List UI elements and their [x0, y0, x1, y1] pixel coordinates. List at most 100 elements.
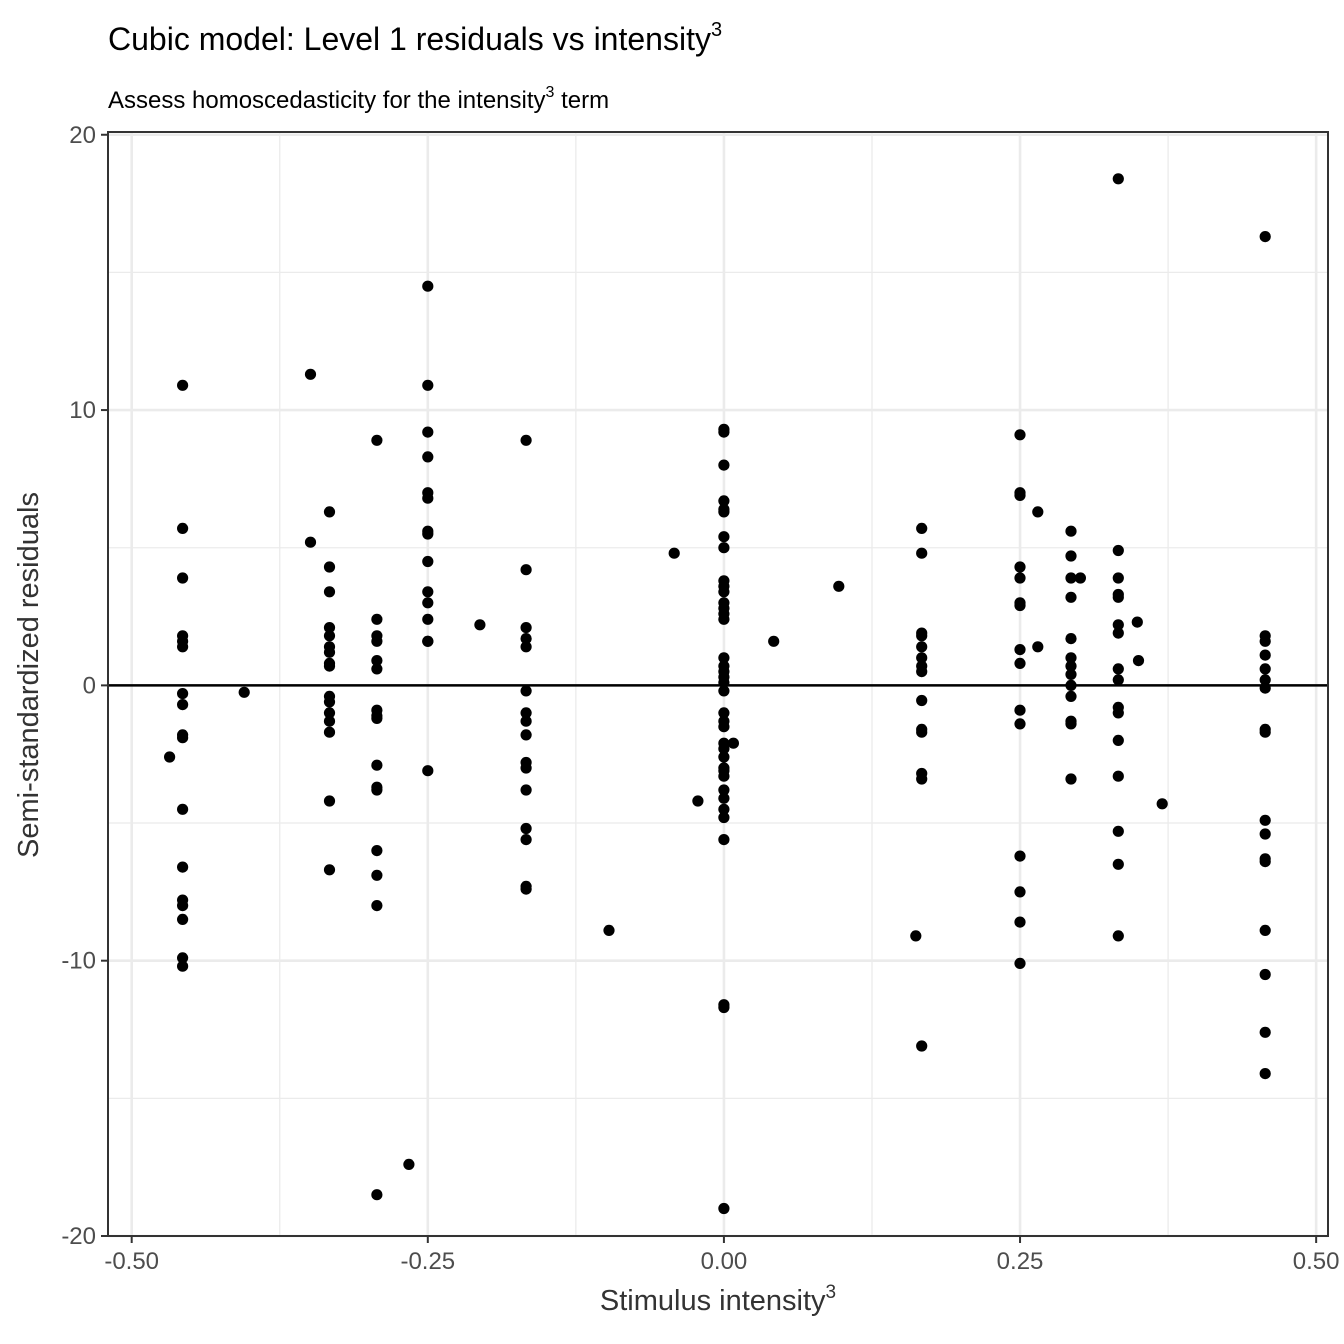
data-point: [916, 694, 928, 707]
data-point: [1259, 663, 1271, 675]
data-point: [1112, 627, 1124, 639]
data-point: [1014, 489, 1026, 501]
data-point: [371, 1189, 383, 1201]
data-point: [727, 737, 740, 749]
data-point: [403, 1158, 415, 1170]
data-point: [1259, 649, 1271, 661]
y-axis-title: Semi-standardized residuals: [13, 492, 45, 858]
data-point: [1259, 726, 1271, 738]
data-point: [323, 660, 336, 672]
data-point: [238, 686, 250, 698]
data-point: [1259, 231, 1271, 243]
data-point: [718, 426, 730, 438]
data-point: [1112, 663, 1124, 675]
data-point: [177, 522, 189, 535]
data-point: [718, 792, 730, 804]
data-point: [718, 751, 730, 763]
data-point: [422, 613, 434, 625]
data-point: [1014, 718, 1026, 730]
x-axis-title-text: Stimulus intensity: [600, 1285, 826, 1317]
data-point: [1065, 679, 1077, 692]
data-point: [177, 960, 189, 972]
y-tick-label: -20: [61, 1223, 96, 1250]
data-point: [1014, 704, 1026, 716]
y-tick-label: 0: [83, 672, 96, 699]
plot-panel: -0.50 -0.25 0.00 0.25 0.50 -20 -10 0 10 20: [61, 122, 1339, 1275]
data-point: [668, 547, 680, 559]
data-point: [371, 635, 383, 647]
data-point: [323, 696, 336, 708]
data-point: [177, 641, 189, 653]
data-point: [1014, 429, 1026, 441]
data-point: [1259, 674, 1271, 686]
data-point: [718, 834, 730, 846]
chart-title: Cubic model: Level 1 residuals vs intens…: [108, 19, 722, 57]
data-point: [1112, 734, 1124, 747]
data-point: [1156, 798, 1168, 810]
data-point: [304, 536, 317, 548]
data-point: [520, 834, 532, 846]
data-point: [1259, 635, 1271, 647]
data-point: [520, 641, 532, 653]
data-point: [422, 635, 434, 647]
data-point: [371, 784, 383, 796]
data-point: [177, 572, 189, 584]
data-point: [371, 759, 383, 771]
data-point: [916, 547, 928, 559]
data-point: [718, 495, 730, 507]
data-point: [520, 633, 532, 645]
data-point: [916, 666, 928, 678]
data-point: [1259, 828, 1271, 840]
data-point: [1014, 916, 1026, 928]
data-point: [177, 861, 189, 873]
x-tick-label: 0.25: [997, 1248, 1044, 1275]
data-point: [718, 1202, 730, 1215]
data-point: [520, 883, 532, 895]
data-point: [1259, 682, 1271, 694]
data-point: [1014, 886, 1026, 898]
data-point: [164, 751, 176, 763]
data-point: [718, 531, 730, 543]
x-tick-label: 0.50: [1293, 1248, 1340, 1275]
data-point: [1112, 619, 1124, 631]
data-point: [916, 1040, 928, 1052]
data-point: [371, 845, 383, 857]
data-point: [177, 732, 189, 744]
data-point: [520, 822, 532, 835]
data-point: [1259, 1026, 1271, 1038]
data-point: [1065, 525, 1077, 537]
data-point: [718, 652, 730, 664]
x-axis-title-superscript: 3: [826, 1282, 837, 1303]
panel-border: [107, 131, 1329, 1237]
data-point: [1065, 550, 1077, 562]
data-point: [1065, 660, 1077, 672]
data-point: [1132, 655, 1145, 667]
data-point: [1014, 599, 1026, 612]
data-point: [916, 652, 928, 664]
data-point: [1065, 633, 1077, 645]
data-point: [718, 784, 730, 796]
data-point: [1112, 173, 1124, 185]
y-tick-label: 20: [69, 122, 96, 149]
data-point: [371, 434, 383, 446]
data-point: [916, 773, 928, 785]
x-tick-label: 0.00: [701, 1248, 748, 1275]
data-point: [371, 663, 383, 675]
data-point: [1112, 770, 1124, 782]
data-point: [177, 688, 189, 700]
data-point: [718, 542, 730, 554]
data-point: [371, 655, 383, 667]
chart-subtitle-suffix: term: [554, 87, 609, 114]
data-point: [520, 762, 532, 774]
data-point: [1112, 591, 1124, 603]
data-point: [323, 622, 336, 634]
data-point: [1032, 506, 1044, 518]
data-point: [768, 635, 780, 647]
data-point: [323, 586, 336, 598]
data-point: [1112, 572, 1124, 584]
data-point: [1065, 591, 1077, 603]
data-point: [1074, 572, 1086, 584]
data-point: [1131, 616, 1143, 628]
data-point: [718, 613, 730, 625]
